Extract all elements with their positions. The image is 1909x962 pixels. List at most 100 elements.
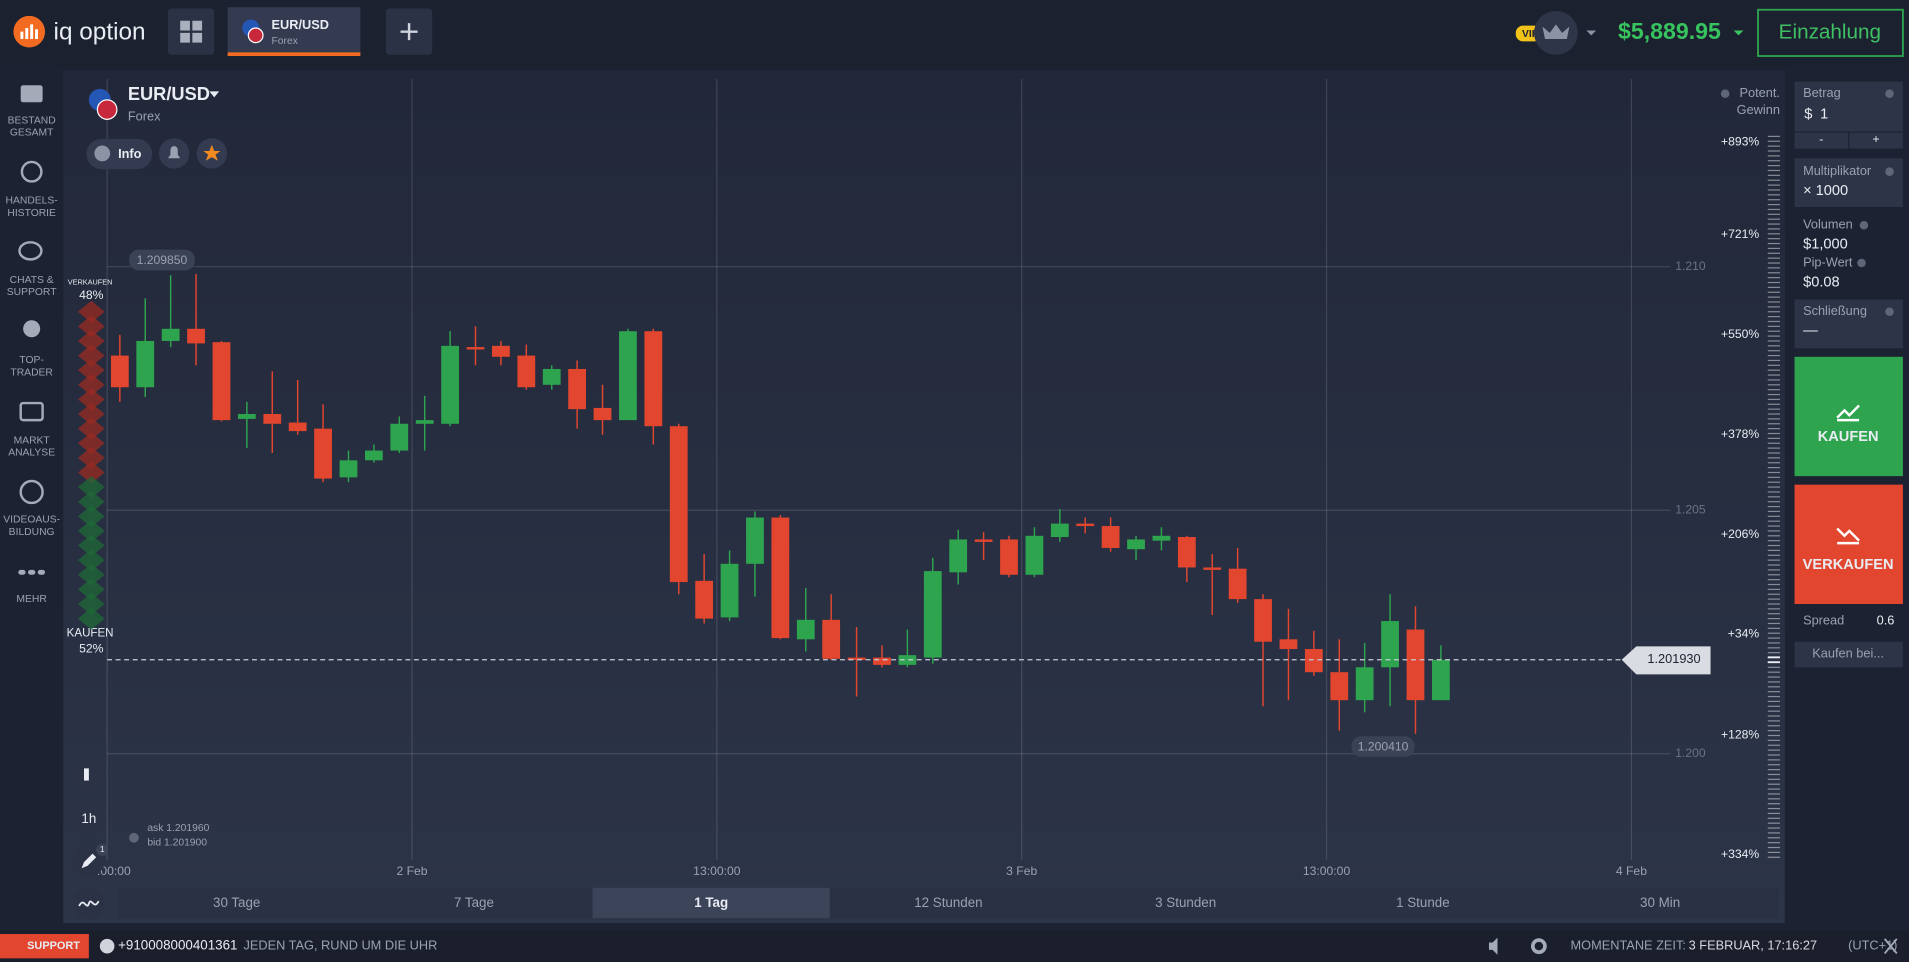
icon-analysis[interactable] — [19, 401, 44, 422]
sidebar-label[interactable]: CHATS & — [10, 275, 54, 286]
sidebar-label[interactable]: SUPPORT — [7, 287, 57, 298]
candle-body — [466, 347, 485, 350]
sidebar-label[interactable]: ANALYSE — [8, 448, 55, 459]
caret — [1586, 30, 1597, 36]
timeframe-button[interactable] — [592, 887, 830, 919]
timeframe-label: 30 Tage — [213, 895, 260, 910]
profit-title: Gewinn — [1737, 102, 1780, 117]
sell-label: VERKAUFEN — [1803, 557, 1894, 573]
sidebar-label[interactable]: HANDELS- — [6, 196, 58, 207]
buy-button[interactable] — [1794, 356, 1903, 477]
low-marker-bg — [1351, 736, 1415, 757]
sidebar-label[interactable]: VIDEOAUS- — [3, 515, 60, 526]
timeframe-label: 1 Stunde — [1396, 895, 1450, 910]
sound-icon[interactable] — [1488, 937, 1498, 955]
grid-icon — [180, 20, 203, 43]
plus-button[interactable] — [1849, 132, 1903, 149]
sidebar-label[interactable]: BILDUNG — [9, 527, 55, 538]
spread-label: Spread — [1803, 612, 1844, 627]
info-icon — [94, 145, 111, 162]
timeframe-label: 7 Tage — [454, 895, 494, 910]
icon-video[interactable] — [19, 479, 44, 505]
candle-body — [1076, 523, 1095, 527]
candle-body — [136, 340, 155, 388]
candle-body — [288, 422, 307, 432]
deposit-label: Einzahlung — [1779, 20, 1881, 43]
icon-chat[interactable] — [18, 241, 43, 261]
grid-button[interactable] — [168, 8, 215, 55]
settings-icon[interactable] — [1530, 938, 1547, 955]
logo-icon[interactable] — [13, 15, 46, 48]
candle-body — [263, 414, 282, 424]
spread: 0.6 — [1877, 612, 1895, 627]
candle-body — [949, 539, 968, 573]
price-box — [1621, 646, 1711, 675]
phone-icon — [99, 938, 115, 954]
support-button[interactable] — [0, 933, 89, 959]
icon — [84, 768, 89, 781]
period-button[interactable] — [73, 802, 105, 835]
candle-body — [161, 328, 180, 341]
candle-body — [746, 517, 764, 564]
buy-label: KAUFEN — [67, 627, 114, 639]
minus-button[interactable] — [1794, 132, 1849, 149]
fullscreen-icon[interactable] — [1883, 938, 1898, 955]
candle-body — [364, 450, 383, 461]
candle-body — [923, 571, 942, 658]
x-tick-label: 3 Feb — [1006, 864, 1037, 878]
amount: 1 — [1820, 106, 1828, 122]
candle-body — [593, 407, 612, 421]
multiplier-box[interactable] — [1794, 158, 1903, 208]
candle-body — [314, 428, 332, 479]
timeframe-bar-bg — [118, 887, 1779, 919]
price-handle — [1767, 656, 1780, 664]
tab-type: Forex — [271, 36, 298, 47]
chart-area — [63, 70, 1785, 924]
timeframe-label: 1 Tag — [694, 895, 728, 910]
sidebar-label[interactable]: TOP- — [19, 355, 43, 366]
caret — [1733, 30, 1744, 36]
sidebar-label[interactable]: BESTAND — [8, 115, 56, 126]
candle-body — [974, 539, 993, 542]
sell-icon — [1836, 527, 1860, 545]
asset-name[interactable]: EUR/USD — [128, 83, 210, 104]
y-tick-label: 1.205 — [1675, 502, 1706, 516]
badge-count: 1 — [100, 844, 105, 854]
sell-label: VERKAUFEN — [68, 277, 113, 286]
amount-box[interactable] — [1794, 81, 1903, 132]
sidebar-label[interactable]: MARKT — [14, 436, 51, 447]
buy-at-label: Kaufen bei... — [1812, 645, 1884, 660]
deposit-button[interactable] — [1757, 8, 1904, 57]
wave — [78, 900, 100, 907]
profit-label: +206% — [1721, 527, 1759, 541]
balance[interactable]: $5,889.95 — [1618, 18, 1721, 44]
hours: JEDEN TAG, RUND UM DIE UHR — [243, 938, 437, 953]
icon-portfolio[interactable] — [20, 85, 43, 103]
footer-bg — [0, 930, 1909, 962]
buy-at-button[interactable] — [1794, 641, 1903, 668]
low-marker: 1.200410 — [1358, 739, 1409, 753]
period: 1h — [81, 811, 96, 826]
candle-body — [1406, 629, 1425, 701]
currency: $ — [1804, 106, 1812, 122]
crown-icon — [1542, 24, 1570, 39]
candle-body — [568, 368, 587, 410]
sidebar-label[interactable]: HISTORIE — [7, 208, 56, 219]
sidebar-label[interactable]: GESAMT — [10, 127, 54, 138]
candle-body — [695, 580, 714, 619]
help-icons — [1857, 89, 1894, 316]
bid: bid 1.201900 — [147, 837, 207, 848]
chart: 13:00:00 2 Feb 13:00:00 3 Feb 13:00:00 4 Feb1… — [83, 79, 1780, 878]
time-label: MOMENTANE ZEIT: — [1571, 938, 1686, 953]
multiplier-label: Multiplikator — [1803, 163, 1872, 178]
logo[interactable]: iq option — [54, 18, 146, 45]
plus: + — [1873, 132, 1880, 146]
sidebar-label[interactable]: MEHR — [16, 594, 46, 605]
close-box[interactable] — [1794, 299, 1903, 349]
icon-history[interactable] — [20, 160, 43, 183]
pen — [81, 853, 97, 869]
candle-body — [339, 460, 358, 478]
profit-label: +378% — [1721, 427, 1759, 441]
icon-top[interactable] — [23, 320, 41, 338]
sidebar-label[interactable]: TRADER — [10, 367, 52, 378]
